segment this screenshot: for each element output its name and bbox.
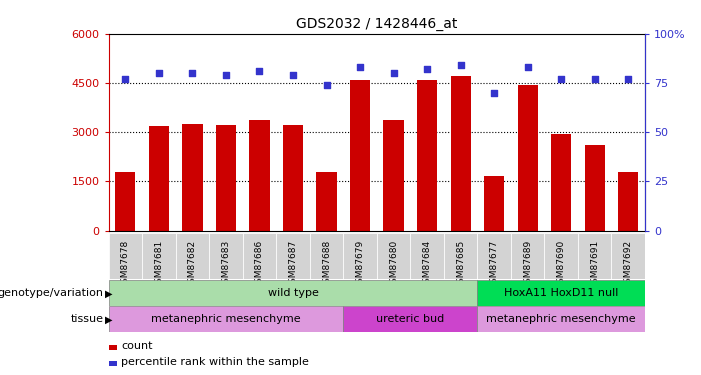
Point [154,70,165,76]
Bar [109,306,343,332]
Point [321,82,332,88]
Bar [142,232,176,279]
Text: GSM87682: GSM87682 [188,240,197,289]
Bar [109,232,142,279]
Point [455,62,466,68]
Text: metanephric mesenchyme: metanephric mesenchyme [151,314,301,324]
Text: GSM87681: GSM87681 [154,240,163,289]
Text: wild type: wild type [268,288,318,298]
Bar [216,125,236,231]
Text: GSM87685: GSM87685 [456,240,465,289]
Point [254,68,265,74]
Bar [578,232,611,279]
Text: GSM87692: GSM87692 [624,240,633,289]
Point [555,76,566,82]
Text: GSM87680: GSM87680 [389,240,398,289]
Title: GDS2032 / 1428446_at: GDS2032 / 1428446_at [296,17,458,32]
Bar [618,172,638,231]
Bar [477,306,645,332]
Text: GSM87684: GSM87684 [423,240,432,289]
Point [355,64,366,70]
Text: genotype/variation: genotype/variation [0,288,104,298]
Point [220,72,231,78]
Text: ▶: ▶ [105,315,113,325]
Bar [551,134,571,231]
Text: GSM87679: GSM87679 [355,240,365,289]
Text: GSM87683: GSM87683 [222,240,231,289]
Point [589,76,600,82]
Bar [149,126,169,231]
Point [120,76,131,82]
Bar [276,232,310,279]
Bar [377,232,410,279]
Text: GSM87686: GSM87686 [255,240,264,289]
Text: GSM87690: GSM87690 [557,240,566,289]
Bar [611,232,645,279]
Text: HoxA11 HoxD11 null: HoxA11 HoxD11 null [504,288,618,298]
Point [489,90,500,96]
Bar [477,280,645,306]
Bar [176,232,209,279]
Bar [545,232,578,279]
Point [187,70,198,76]
Bar [484,176,504,231]
Text: percentile rank within the sample: percentile rank within the sample [121,357,309,367]
Bar [243,232,276,279]
Text: GSM87688: GSM87688 [322,240,331,289]
Text: ▶: ▶ [105,289,113,299]
Bar [343,306,477,332]
Point [522,64,533,70]
Text: ureteric bud: ureteric bud [376,314,444,324]
Point [388,70,399,76]
Bar [444,232,477,279]
Bar [410,232,444,279]
Bar [250,120,270,231]
Bar [451,76,470,231]
Bar [511,232,545,279]
Bar [383,120,404,231]
Text: GSM87677: GSM87677 [489,240,498,289]
Bar [585,145,605,231]
Text: GSM87691: GSM87691 [590,240,599,289]
Bar [116,172,135,231]
Bar [182,124,203,231]
Point [421,66,433,72]
Bar [310,232,343,279]
Bar [477,232,511,279]
Bar [517,85,538,231]
Point [622,76,634,82]
Text: metanephric mesenchyme: metanephric mesenchyme [486,314,636,324]
Bar [209,232,243,279]
Text: GSM87678: GSM87678 [121,240,130,289]
Bar [316,172,336,231]
Text: GSM87687: GSM87687 [289,240,297,289]
Bar [343,232,377,279]
Bar [350,80,370,231]
Text: GSM87689: GSM87689 [523,240,532,289]
Bar [109,280,477,306]
Bar [417,80,437,231]
Point [287,72,299,78]
Bar [283,124,303,231]
Text: tissue: tissue [71,314,104,324]
Text: count: count [121,341,153,351]
